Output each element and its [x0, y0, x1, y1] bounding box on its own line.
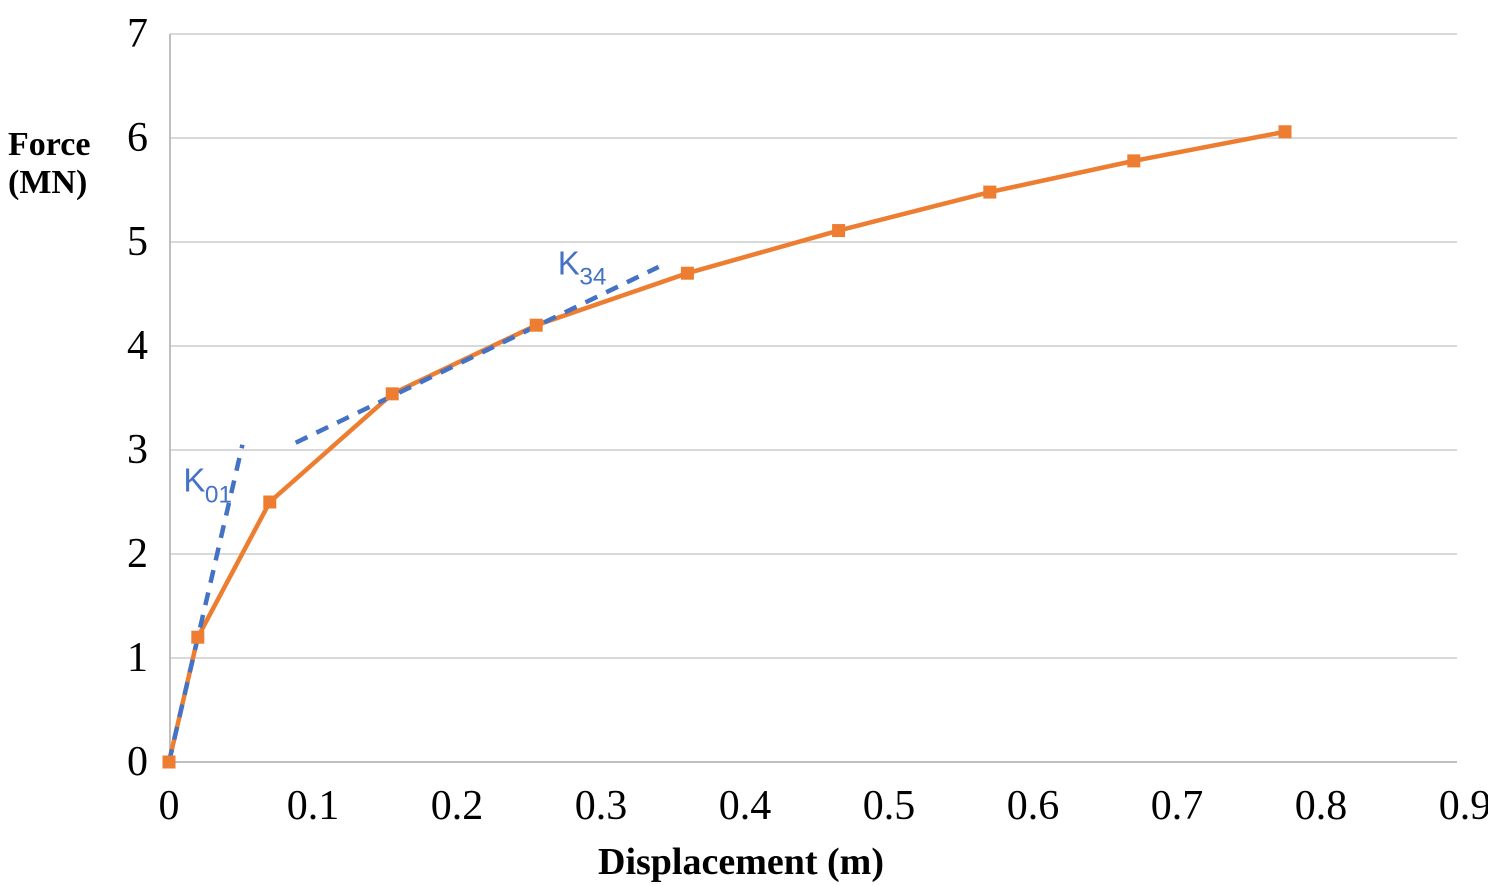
data-point-marker — [191, 630, 205, 644]
x-tick-label: 0.3 — [574, 783, 628, 829]
data-point-marker — [529, 318, 543, 332]
y-tick-label: 4 — [127, 323, 148, 369]
y-tick-label: 3 — [127, 427, 148, 473]
x-tick-label: 0.4 — [718, 783, 772, 829]
data-point-marker — [832, 224, 846, 238]
data-point-marker — [263, 495, 277, 509]
stiffness-label-K01: K01 — [183, 461, 233, 509]
data-point-marker — [385, 387, 399, 401]
data-point-marker — [983, 185, 997, 199]
x-axis-title: Displacement (m) — [598, 841, 884, 883]
data-point-marker — [1127, 154, 1141, 168]
x-tick-label: 0.9 — [1438, 783, 1488, 829]
y-tick-label: 6 — [127, 115, 148, 161]
stiffness-label-K34: K34 — [557, 244, 607, 291]
force-displacement-curve — [166, 129, 1286, 763]
K01-secant-stiffness-line — [166, 444, 245, 763]
data-point-marker — [162, 755, 176, 769]
x-tick-label: 0 — [158, 783, 180, 829]
x-tick-label: 0.2 — [430, 783, 484, 829]
y-tick-label: 0 — [127, 739, 148, 785]
x-tick-label: 0.5 — [862, 783, 916, 829]
x-tick-label: 0.6 — [1006, 783, 1060, 829]
y-tick-label: 7 — [127, 11, 148, 57]
x-tick-label: 0.7 — [1150, 783, 1204, 829]
x-tick-label: 0.8 — [1294, 783, 1348, 829]
x-tick-label: 0.1 — [286, 783, 340, 829]
y-tick-label: 5 — [127, 219, 148, 265]
y-axis-title: Force (MN) — [8, 126, 91, 202]
y-tick-label: 1 — [127, 635, 148, 681]
data-point-marker — [680, 266, 694, 280]
y-tick-label: 2 — [127, 531, 148, 577]
data-point-marker — [1278, 125, 1292, 139]
